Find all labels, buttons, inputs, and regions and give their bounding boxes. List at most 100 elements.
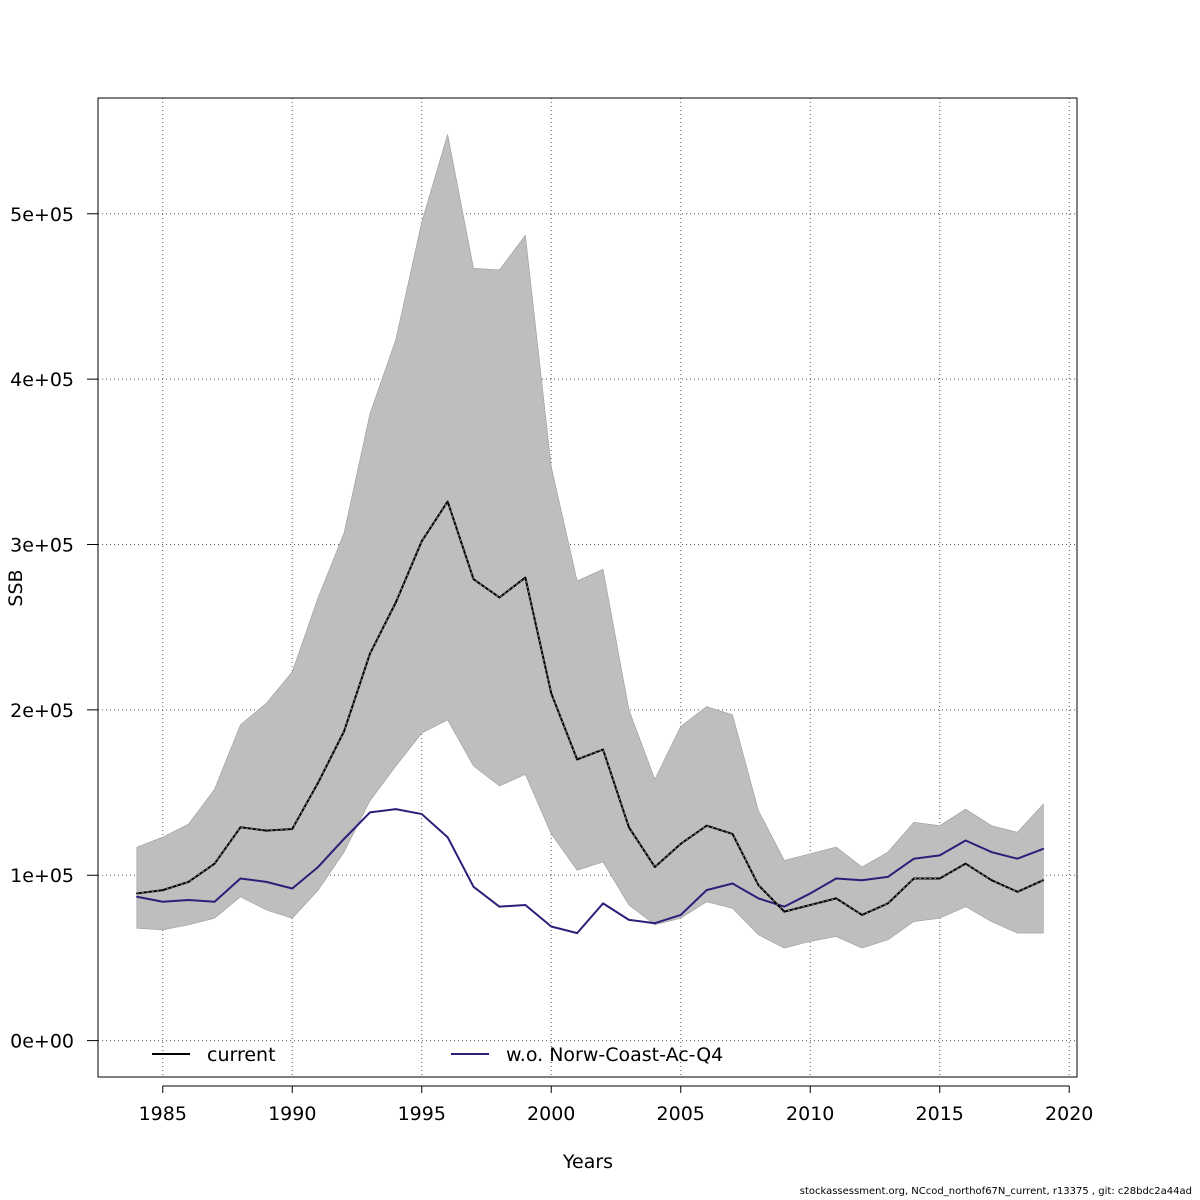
point-current-2015 xyxy=(938,877,941,880)
point-current-1998 xyxy=(498,596,501,599)
point-w-o-norw-coast-ac-q4-1985 xyxy=(161,900,164,903)
point-w-o-norw-coast-ac-q4-2006 xyxy=(705,889,708,891)
point-w-o-norw-coast-ac-q4-1997 xyxy=(472,886,475,888)
point-current-2016 xyxy=(964,862,967,865)
x-axis-title: Years xyxy=(562,1151,613,1173)
point-w-o-norw-coast-ac-q4-1984 xyxy=(136,895,138,898)
series-layer xyxy=(136,500,1045,935)
y-tick-label-200000: 2e+05 xyxy=(10,700,74,722)
point-current-1988 xyxy=(239,826,242,829)
point-current-1986 xyxy=(187,881,190,883)
point-w-o-norw-coast-ac-q4-1998 xyxy=(498,905,501,908)
point-current-1999 xyxy=(524,576,527,579)
point-w-o-norw-coast-ac-q4-1992 xyxy=(343,838,345,840)
footer-credit: stockassessment.org, NCcod_northof67N_cu… xyxy=(799,1186,1192,1197)
y-axis-title: SSB xyxy=(5,569,27,606)
point-w-o-norw-coast-ac-q4-2014 xyxy=(913,857,915,860)
point-current-1990 xyxy=(291,828,294,830)
x-tick-label-2005: 2005 xyxy=(657,1103,705,1125)
x-tick-label-1990: 1990 xyxy=(268,1103,316,1125)
point-w-o-norw-coast-ac-q4-1996 xyxy=(446,836,449,839)
x-tick-label-1985: 1985 xyxy=(139,1103,187,1125)
y-tick-label-100000: 1e+05 xyxy=(10,865,74,887)
point-current-2018 xyxy=(1016,890,1019,893)
point-w-o-norw-coast-ac-q4-1987 xyxy=(213,900,216,903)
x-tick-label-2010: 2010 xyxy=(786,1103,834,1125)
point-w-o-norw-coast-ac-q4-1999 xyxy=(524,904,527,906)
point-current-2002 xyxy=(602,748,604,751)
point-current-2013 xyxy=(887,902,889,905)
point-current-2008 xyxy=(757,884,760,886)
x-tick-label-2000: 2000 xyxy=(527,1103,575,1125)
confidence-band-layer xyxy=(136,134,1044,949)
point-w-o-norw-coast-ac-q4-2016 xyxy=(964,839,967,842)
point-w-o-norw-coast-ac-q4-2012 xyxy=(861,879,863,882)
point-w-o-norw-coast-ac-q4-2018 xyxy=(1016,857,1019,860)
point-current-1992 xyxy=(343,730,345,733)
point-current-1995 xyxy=(420,540,423,542)
y-tick-label-500000: 5e+05 xyxy=(10,204,74,226)
point-current-1985 xyxy=(161,889,164,891)
point-w-o-norw-coast-ac-q4-1994 xyxy=(395,808,397,810)
point-current-2007 xyxy=(731,833,734,835)
point-w-o-norw-coast-ac-q4-2010 xyxy=(809,892,812,895)
x-axis: 1985 1990 1995 2000 2005 2010 2015 2020 xyxy=(139,1085,1093,1125)
point-w-o-norw-coast-ac-q4-1986 xyxy=(187,899,190,901)
point-current-1984 xyxy=(136,892,138,895)
y-tick-label-400000: 4e+05 xyxy=(10,369,74,391)
point-w-o-norw-coast-ac-q4-1995 xyxy=(420,813,423,815)
plot-frame xyxy=(97,97,1078,1078)
series-line-current-overlay xyxy=(136,500,1044,916)
point-w-o-norw-coast-ac-q4-2008 xyxy=(757,897,760,900)
series-line-w-o-norw-coast-ac-q4 xyxy=(136,808,1044,935)
point-w-o-norw-coast-ac-q4-2001 xyxy=(576,932,578,934)
legend-label-wo-norw-coast-ac-q4: w.o. Norw-Coast-Ac-Q4 xyxy=(506,1044,723,1066)
point-w-o-norw-coast-ac-q4-2000 xyxy=(550,925,553,928)
point-w-o-norw-coast-ac-q4-1989 xyxy=(265,881,268,883)
point-current-2001 xyxy=(576,758,578,761)
point-w-o-norw-coast-ac-q4-2002 xyxy=(602,902,604,905)
point-w-o-norw-coast-ac-q4-2015 xyxy=(938,854,941,857)
point-w-o-norw-coast-ac-q4-1993 xyxy=(369,811,371,814)
point-current-2006 xyxy=(705,824,708,827)
point-current-1994 xyxy=(395,601,397,604)
point-w-o-norw-coast-ac-q4-2005 xyxy=(679,914,682,916)
point-current-2004 xyxy=(654,866,656,868)
x-tick-label-1995: 1995 xyxy=(398,1103,446,1125)
point-w-o-norw-coast-ac-q4-1988 xyxy=(239,877,242,880)
legend-label-current: current xyxy=(207,1044,276,1066)
point-w-o-norw-coast-ac-q4-2004 xyxy=(654,922,656,925)
confidence-band xyxy=(136,134,1044,949)
point-current-1989 xyxy=(265,829,268,832)
point-w-o-norw-coast-ac-q4-2007 xyxy=(731,882,734,885)
point-current-1997 xyxy=(472,578,475,581)
point-current-1993 xyxy=(369,652,371,655)
point-current-2017 xyxy=(990,879,993,882)
point-current-2012 xyxy=(861,914,863,916)
point-current-2003 xyxy=(628,826,630,829)
y-tick-label-300000: 3e+05 xyxy=(10,535,74,557)
point-current-2019 xyxy=(1042,879,1045,882)
point-w-o-norw-coast-ac-q4-1990 xyxy=(291,887,294,890)
point-w-o-norw-coast-ac-q4-1991 xyxy=(317,866,319,868)
x-tick-label-2015: 2015 xyxy=(916,1103,964,1125)
point-w-o-norw-coast-ac-q4-2019 xyxy=(1042,847,1045,850)
point-w-o-norw-coast-ac-q4-2017 xyxy=(990,851,993,853)
point-w-o-norw-coast-ac-q4-2003 xyxy=(628,919,630,921)
point-current-2014 xyxy=(913,877,915,880)
point-w-o-norw-coast-ac-q4-2009 xyxy=(783,905,786,908)
y-axis: 0e+00 1e+05 2e+05 3e+05 4e+05 5e+05 xyxy=(10,204,98,1053)
legend: current w.o. Norw-Coast-Ac-Q4 xyxy=(152,1044,723,1066)
y-tick-label-0: 0e+00 xyxy=(10,1031,74,1053)
point-current-2010 xyxy=(809,904,812,906)
point-w-o-norw-coast-ac-q4-2013 xyxy=(887,876,889,878)
point-current-2000 xyxy=(550,692,553,695)
point-current-2005 xyxy=(679,843,682,845)
x-tick-label-2020: 2020 xyxy=(1045,1103,1093,1125)
point-current-1996 xyxy=(446,500,449,503)
point-current-2011 xyxy=(835,897,837,900)
point-w-o-norw-coast-ac-q4-2011 xyxy=(835,877,837,880)
point-current-2009 xyxy=(783,910,786,913)
point-current-1987 xyxy=(213,862,216,865)
